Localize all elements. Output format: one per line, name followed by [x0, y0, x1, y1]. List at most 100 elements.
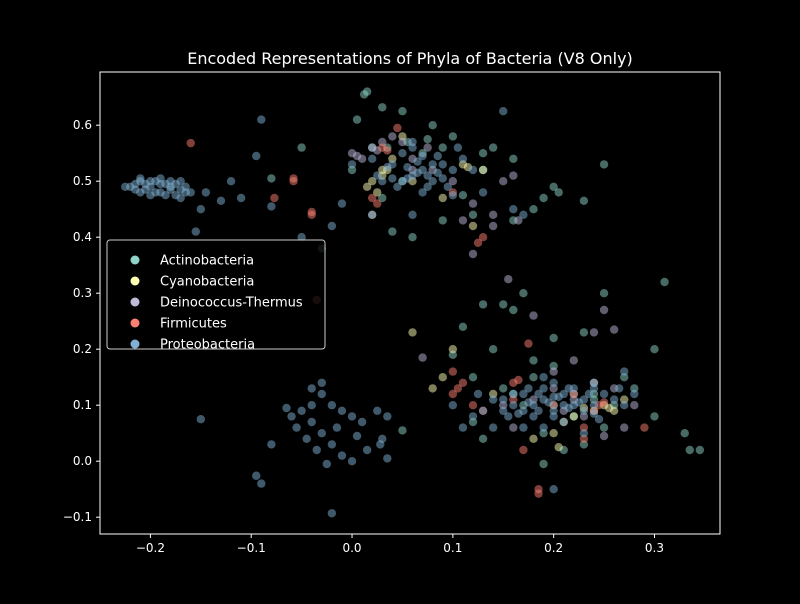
data-point-proteobacteria: [423, 182, 432, 191]
data-point-deinococcus-thermus: [458, 216, 468, 225]
data-point-actinobacteria: [378, 193, 387, 203]
points-layer: [121, 87, 705, 518]
series-firmicutes: [186, 123, 649, 498]
data-point-proteobacteria: [347, 160, 357, 169]
data-point-deinococcus-thermus: [398, 137, 407, 147]
legend-label: Actinobacteria: [160, 254, 254, 269]
data-point-proteobacteria: [428, 160, 437, 169]
data-point-proteobacteria: [448, 165, 458, 175]
data-point-proteobacteria: [317, 378, 326, 387]
data-point-actinobacteria: [267, 174, 276, 183]
data-point-deinococcus-thermus: [549, 367, 558, 376]
data-point-actinobacteria: [680, 429, 689, 438]
data-point-actinobacteria: [458, 191, 468, 200]
data-point-proteobacteria: [307, 384, 316, 393]
data-point-proteobacteria: [393, 182, 402, 191]
data-point-proteobacteria: [378, 177, 387, 186]
data-point-cyanobacteria: [362, 182, 372, 191]
data-point-proteobacteria: [337, 406, 347, 415]
data-point-proteobacteria: [499, 395, 508, 404]
data-point-firmicutes: [458, 378, 468, 387]
data-point-deinococcus-thermus: [504, 275, 513, 284]
data-point-actinobacteria: [423, 135, 432, 144]
data-point-actinobacteria: [378, 103, 387, 112]
data-point-deinococcus-thermus: [357, 154, 367, 163]
data-point-proteobacteria: [403, 163, 412, 172]
data-point-proteobacteria: [448, 401, 458, 410]
data-point-actinobacteria: [468, 373, 478, 382]
data-point-deinococcus-thermus: [468, 199, 478, 208]
axes-layer: −0.2 −0.1 0.0 0.1 0.2 0.3 −0.1 0.0 0.1 0.2 0.3 0.4 0…: [63, 118, 664, 555]
data-point-cyanobacteria: [478, 165, 488, 175]
data-point-actinobacteria: [398, 426, 407, 435]
data-point-proteobacteria: [499, 107, 508, 116]
data-point-proteobacteria: [594, 415, 604, 424]
data-point-proteobacteria: [488, 423, 498, 432]
data-point-proteobacteria: [534, 389, 543, 399]
data-point-actinobacteria: [438, 216, 447, 225]
data-point-proteobacteria: [156, 174, 165, 183]
data-point-proteobacteria: [509, 401, 518, 410]
data-point-proteobacteria: [630, 389, 639, 399]
data-point-proteobacteria: [589, 409, 599, 418]
data-point-actinobacteria: [428, 121, 437, 130]
data-point-firmicutes: [524, 339, 533, 348]
data-point-cyanobacteria: [549, 429, 558, 438]
x-tick-label: 0.0: [342, 541, 361, 555]
data-point-proteobacteria: [347, 412, 357, 421]
data-point-proteobacteria: [423, 171, 432, 180]
data-point-actinobacteria: [478, 149, 488, 158]
data-point-proteobacteria: [252, 471, 261, 480]
data-point-proteobacteria: [362, 445, 372, 455]
data-point-proteobacteria: [327, 401, 337, 410]
data-point-proteobacteria: [499, 406, 508, 415]
data-point-proteobacteria: [579, 406, 589, 415]
data-point-deinococcus-thermus: [630, 401, 639, 410]
data-point-actinobacteria: [579, 196, 589, 205]
data-point-firmicutes: [383, 146, 392, 155]
data-point-proteobacteria: [196, 205, 206, 214]
legend-label: Deinococcus-Thermus: [160, 296, 303, 311]
data-point-proteobacteria: [529, 412, 538, 421]
data-point-proteobacteria: [252, 151, 261, 161]
data-point-cyanobacteria: [408, 328, 417, 337]
data-point-firmicutes: [534, 489, 543, 498]
data-point-proteobacteria: [519, 423, 528, 432]
data-point-proteobacteria: [236, 193, 246, 203]
data-point-deinococcus-thermus: [569, 356, 579, 365]
data-point-actinobacteria: [539, 193, 548, 203]
data-point-cyanobacteria: [373, 188, 382, 197]
data-point-actinobacteria: [529, 205, 538, 214]
data-point-actinobacteria: [488, 345, 498, 354]
data-point-proteobacteria: [574, 398, 584, 407]
data-point-proteobacteria: [297, 233, 306, 242]
data-point-actinobacteria: [549, 333, 558, 343]
data-point-cyanobacteria: [468, 221, 478, 231]
data-point-proteobacteria: [121, 182, 130, 191]
data-point-proteobacteria: [620, 367, 629, 376]
data-point-proteobacteria: [322, 459, 332, 469]
data-point-proteobacteria: [468, 165, 478, 175]
data-point-proteobacteria: [141, 179, 150, 189]
data-point-proteobacteria: [549, 392, 558, 401]
data-point-proteobacteria: [201, 188, 211, 197]
data-point-proteobacteria: [549, 485, 558, 494]
data-point-deinococcus-thermus: [448, 177, 458, 186]
data-point-deinococcus-thermus: [388, 132, 397, 141]
series-proteobacteria: [121, 107, 639, 518]
data-point-proteobacteria: [398, 177, 407, 186]
x-tick-label: 0.1: [443, 541, 462, 555]
legend-label: Proteobacteria: [160, 338, 255, 353]
data-point-cyanobacteria: [428, 384, 437, 393]
data-point-proteobacteria: [448, 191, 458, 200]
data-point-proteobacteria: [398, 149, 407, 158]
data-point-proteobacteria: [282, 403, 291, 413]
data-point-proteobacteria: [166, 177, 175, 186]
data-point-proteobacteria: [433, 151, 442, 161]
y-tick-label: 0.4: [73, 230, 92, 244]
data-point-proteobacteria: [196, 415, 206, 424]
data-point-actinobacteria: [660, 277, 669, 287]
data-point-firmicutes: [468, 401, 478, 410]
data-point-proteobacteria: [292, 423, 301, 432]
